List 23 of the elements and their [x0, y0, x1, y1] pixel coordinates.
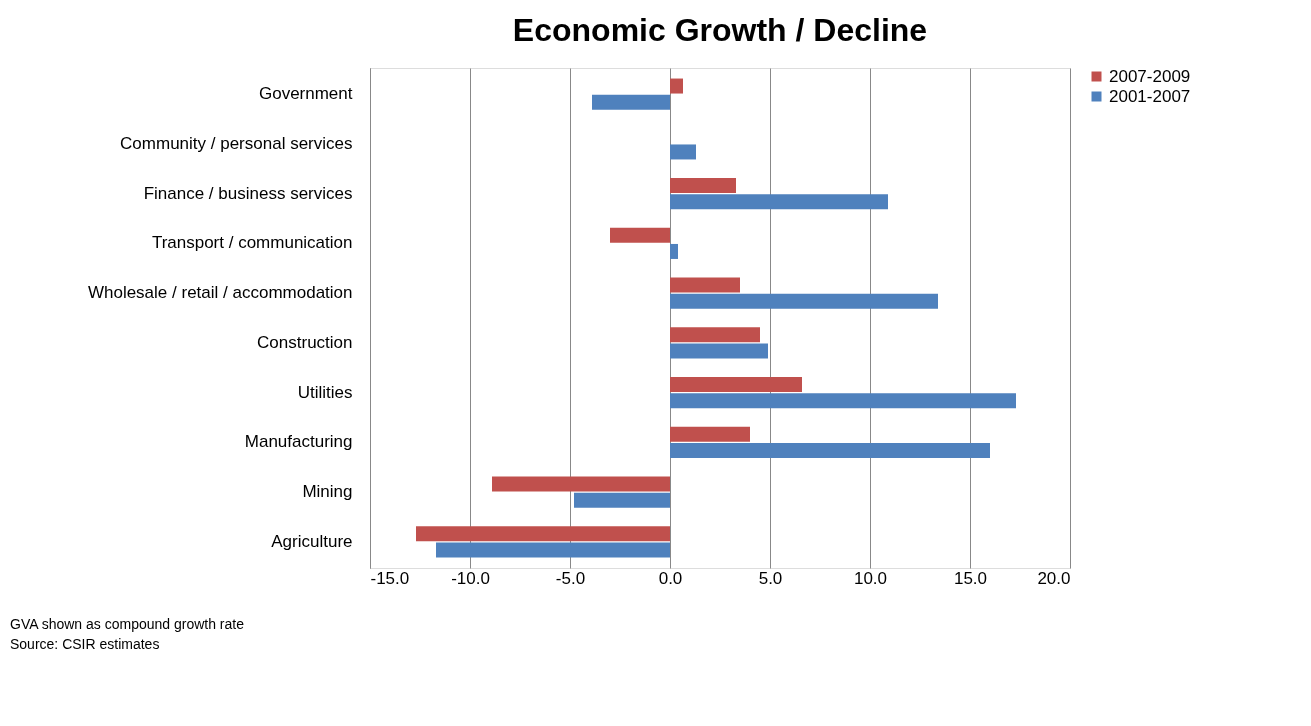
- text: GVA shown as compound growth rate: [10, 616, 245, 632]
- x-tick-label: 0.0: [658, 568, 683, 588]
- y-tick-label: Mining: [302, 482, 353, 502]
- y-tick-label: Finance / business services: [143, 183, 353, 203]
- legend-label: 2007-2009: [1109, 66, 1191, 86]
- y-tick-label: Construction: [257, 332, 353, 352]
- y-tick-label: Agriculture: [271, 531, 353, 551]
- source-note: Source: CSIR estimates: [10, 636, 160, 652]
- y-tick-label: Wholesale / retail / accommodation: [87, 283, 353, 303]
- y-tick-label: Manufacturing: [244, 432, 353, 452]
- y-tick-label: Community / personal services: [120, 133, 353, 153]
- x-tick-label: 10.0: [853, 568, 888, 588]
- x-tick-label: -5.0: [555, 568, 586, 588]
- y-tick-label: Utilities: [297, 382, 353, 402]
- legend-label: 2001-2007: [1109, 86, 1191, 106]
- x-tick-label: 5.0: [758, 568, 783, 588]
- chart-title: Economic Growth / Decline: [512, 12, 928, 48]
- x-tick-label: 20.0: [1037, 568, 1071, 588]
- x-tick-label: -10.0: [451, 568, 490, 588]
- y-tick-label: Transport / communication: [151, 233, 353, 253]
- x-tick-label: -15.0: [370, 568, 410, 588]
- y-tick-label: Government: [258, 84, 353, 104]
- x-tick-label: 15.0: [953, 568, 988, 588]
